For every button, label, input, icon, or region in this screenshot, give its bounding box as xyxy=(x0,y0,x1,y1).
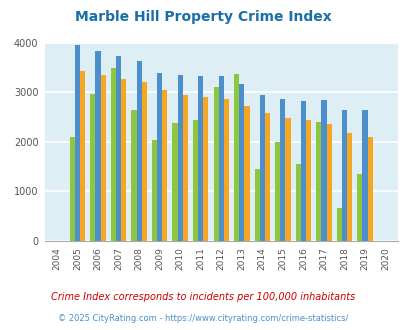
Bar xyxy=(346,133,351,241)
Bar xyxy=(116,56,121,241)
Bar xyxy=(111,68,116,241)
Bar xyxy=(151,141,157,241)
Bar xyxy=(172,123,177,241)
Bar xyxy=(213,87,218,241)
Bar xyxy=(300,101,305,241)
Bar xyxy=(223,99,228,241)
Bar xyxy=(203,97,208,241)
Bar xyxy=(275,142,279,241)
Bar xyxy=(264,113,269,241)
Bar xyxy=(362,110,367,241)
Bar xyxy=(192,120,198,241)
Bar xyxy=(356,174,362,241)
Bar xyxy=(259,95,264,241)
Bar xyxy=(315,122,321,241)
Bar xyxy=(121,79,126,241)
Bar xyxy=(131,110,136,241)
Text: Marble Hill Property Crime Index: Marble Hill Property Crime Index xyxy=(75,10,330,24)
Bar xyxy=(80,71,85,241)
Bar xyxy=(367,137,372,241)
Bar xyxy=(90,94,95,241)
Bar xyxy=(321,100,326,241)
Bar xyxy=(295,164,300,241)
Bar xyxy=(95,51,100,241)
Bar xyxy=(182,95,188,241)
Bar xyxy=(162,90,167,241)
Bar xyxy=(177,75,182,241)
Bar xyxy=(239,84,244,241)
Bar xyxy=(285,117,290,241)
Bar xyxy=(341,110,346,241)
Bar xyxy=(244,106,249,241)
Bar xyxy=(100,75,105,241)
Bar xyxy=(157,73,162,241)
Bar xyxy=(70,137,75,241)
Bar xyxy=(234,74,239,241)
Text: Crime Index corresponds to incidents per 100,000 inhabitants: Crime Index corresponds to incidents per… xyxy=(51,292,354,302)
Bar xyxy=(218,76,223,241)
Bar xyxy=(254,169,259,241)
Text: © 2025 CityRating.com - https://www.cityrating.com/crime-statistics/: © 2025 CityRating.com - https://www.city… xyxy=(58,314,347,323)
Bar xyxy=(136,61,141,241)
Bar xyxy=(279,99,285,241)
Bar xyxy=(336,208,341,241)
Bar xyxy=(75,45,80,241)
Bar xyxy=(305,120,310,241)
Bar xyxy=(198,76,203,241)
Bar xyxy=(141,82,147,241)
Bar xyxy=(326,124,331,241)
